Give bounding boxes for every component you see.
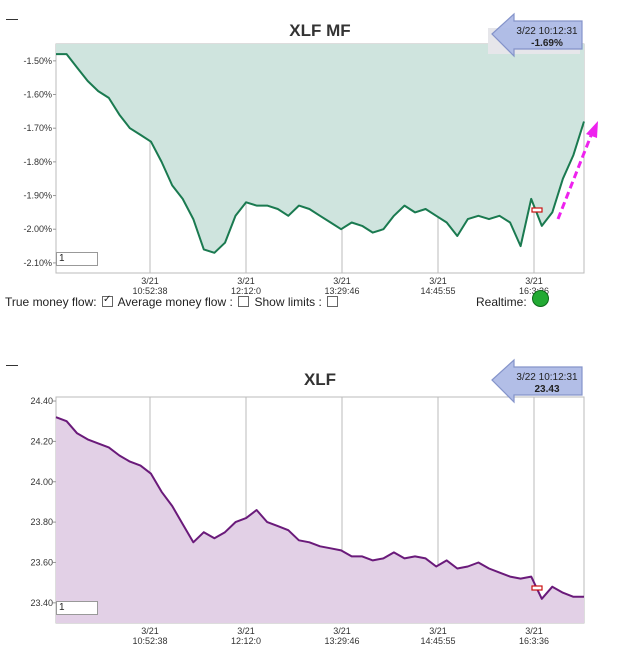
y-tick-label: -2.10% [23,258,52,268]
x-tick-time: 16:3:36 [519,636,549,646]
money-flow-chart-panel: XLF MF -1.50% -1.60% -1.70% -1.80% -1.90% -2.0… [0,0,619,330]
x-tick-date: 3/21 [237,276,255,286]
x-tick-date: 3/21 [141,276,159,286]
tooltip-value: 23.43 [534,384,559,395]
cursor-marker [531,585,543,591]
y-tick-label: -1.60% [23,90,52,100]
x-tick-date: 3/21 [525,276,543,286]
show-limits-checkbox[interactable] [327,296,339,307]
y-tick-label: -2.00% [23,224,52,234]
chart-title: XLF MF [289,21,350,40]
trend-arrow-icon [556,121,598,220]
realtime-status-icon[interactable] [532,290,549,307]
x-tick-date: 3/21 [429,276,447,286]
x-tick-time: 13:29:46 [324,286,359,296]
y-tick-label: -1.90% [23,191,52,201]
y-tick-label: -1.70% [23,123,52,133]
y-tick-label: 23.80 [30,517,53,527]
chart-controls: True money flow: Average money flow : Sh… [5,294,340,309]
collapse-icon[interactable] [6,19,18,20]
x-tick-date: 3/21 [525,626,543,636]
tooltip-arrow-icon [491,358,583,404]
x-tick-time: 12:12:0 [231,286,261,296]
x-tick-date: 3/21 [333,276,351,286]
tooltip-time: 3/22 10:12:31 [516,26,578,37]
show-limits-label: Show limits : [254,295,322,309]
average-money-flow-checkbox[interactable] [238,296,250,307]
realtime-label: Realtime: [476,295,527,309]
x-tick-time: 12:12:0 [231,636,261,646]
cursor-marker [531,207,543,213]
series-line [56,53,585,254]
x-tick-time: 16:3:36 [519,286,549,296]
tooltip-arrow-icon [491,12,583,58]
y-tick-label: 24.40 [30,396,53,406]
y-tick-label: 23.40 [30,598,53,608]
true-money-flow-checkbox[interactable] [101,294,113,307]
series-area [56,417,584,623]
chart-title: XLF [304,370,336,389]
y-tick-label: -1.80% [23,157,52,167]
chart-period-input[interactable]: 1 [56,601,98,615]
tooltip-value: -1.69% [531,38,563,49]
x-tick-time: 13:29:46 [324,636,359,646]
x-tick-time: 14:45:55 [420,286,455,296]
series-line [55,416,584,600]
collapse-icon[interactable] [6,365,18,366]
y-tick-label: 24.00 [30,477,53,487]
x-tick-date: 3/21 [141,626,159,636]
series-area [56,44,584,253]
x-tick-time: 10:52:38 [132,286,167,296]
average-money-flow-label: Average money flow : [117,295,233,309]
x-tick-date: 3/21 [333,626,351,636]
price-chart: XLF24.4024.2024.0023.8023.6023.403/2110:… [30,358,585,646]
x-tick-date: 3/21 [237,626,255,636]
price-chart-panel: XLF 24.40 24.20 24.00 23.80 23.60 23.40 3/21 10:… [0,355,619,661]
y-tick-label: 24.20 [30,436,53,446]
true-money-flow-label: True money flow: [5,295,97,309]
x-tick-time: 10:52:38 [132,636,167,646]
tooltip-time: 3/22 10:12:31 [516,372,578,383]
money-flow-chart: XLF MF -1.50% -1.60% -1.70% -1.80% -1.90% -2.0… [23,12,598,296]
y-tick-label: -1.50% [23,56,52,66]
chart-period-input[interactable]: 1 [56,252,98,266]
x-tick-date: 3/21 [429,626,447,636]
x-tick-time: 14:45:55 [420,636,455,646]
y-tick-label: 23.60 [30,557,53,567]
